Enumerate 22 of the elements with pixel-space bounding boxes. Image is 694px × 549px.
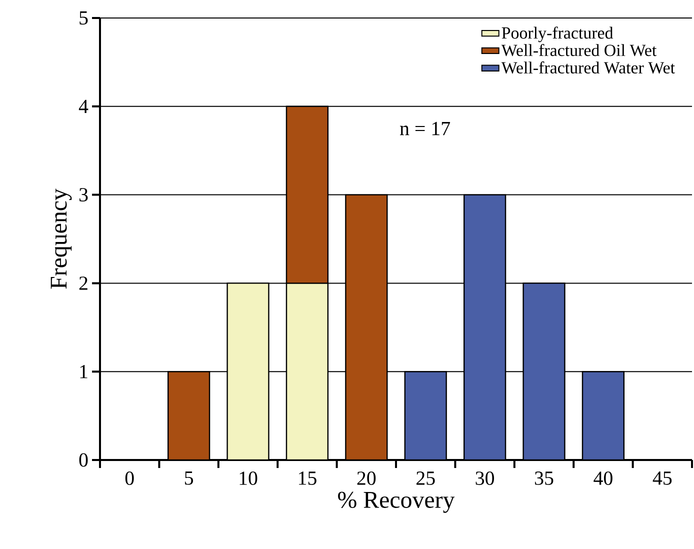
x-tick-label: 15 xyxy=(298,472,316,485)
x-tick-label: 10 xyxy=(240,472,258,485)
x-axis-title: % Recovery xyxy=(338,492,455,513)
y-tick-label: 0 xyxy=(79,453,88,467)
y-tick-label: 1 xyxy=(80,365,88,378)
x-tick-label: 40 xyxy=(594,472,612,485)
x-tick-label: 20 xyxy=(357,472,376,485)
x-tick-label: 5 xyxy=(184,472,194,485)
y-tick-label: 2 xyxy=(79,276,88,290)
y-tick-label: 3 xyxy=(79,188,88,202)
x-tick-label: 0 xyxy=(125,472,134,485)
legend-label: Well-fractured Water Wet xyxy=(501,61,675,74)
x-tick-label: 30 xyxy=(476,472,494,485)
annotation: n = 17 xyxy=(400,122,450,136)
legend-label: Poorly-fractured xyxy=(502,26,614,42)
y-tick-label: 4 xyxy=(78,100,88,113)
x-tick-label: 45 xyxy=(652,472,672,485)
x-tick-label: 25 xyxy=(416,472,435,485)
legend-label: Well-fractured Oil Wet xyxy=(501,44,657,56)
y-tick-label: 5 xyxy=(80,11,88,25)
x-tick-label: 35 xyxy=(535,472,554,485)
y-axis-title: Frequency xyxy=(50,188,72,289)
